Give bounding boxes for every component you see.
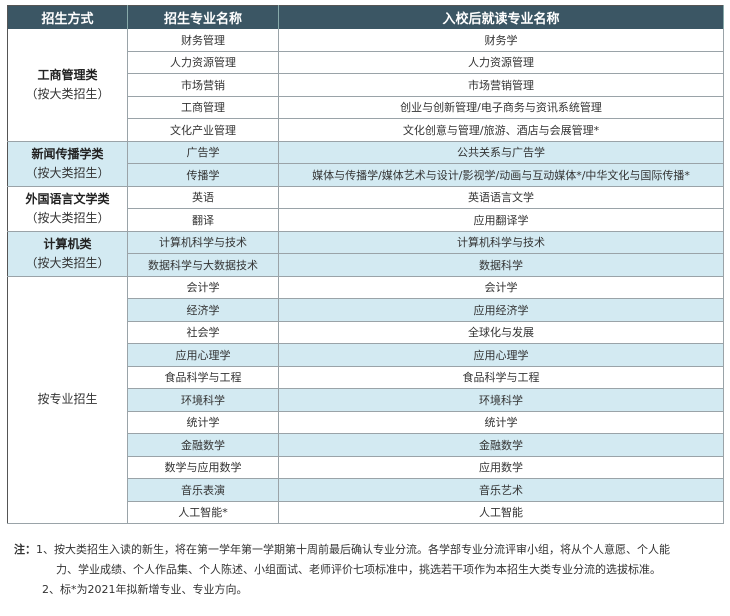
admission-major-cell: 传播学 — [127, 163, 279, 187]
table-row: 翻译 应用翻译学 — [8, 208, 724, 232]
admission-major-cell: 市场营销 — [127, 73, 279, 97]
admission-major-cell: 工商管理 — [127, 96, 279, 119]
admission-group-cell: 新闻传播学类 （按大类招生） — [7, 141, 128, 187]
table-row: 人力资源管理 人力资源管理 — [8, 51, 724, 74]
table-header: 招生方式 招生专业名称 入校后就读专业名称 — [7, 5, 724, 29]
admission-group-cell: 计算机类 （按大类招生） — [7, 231, 128, 277]
enrolled-major-cell: 文化创意与管理/旅游、酒店与会展管理* — [278, 118, 724, 142]
table-row: 工商管理类 （按大类招生） 财务管理 财务学 — [7, 29, 724, 142]
admission-group-cell: 外国语言文学类 （按大类招生） — [7, 186, 128, 232]
enrolled-major-cell: 会计学 — [278, 276, 724, 299]
admission-major-cell: 金融数学 — [127, 433, 279, 457]
admission-major-cell: 音乐表演 — [127, 478, 279, 502]
group-mode: （按大类招生） — [25, 255, 110, 270]
notes-label: 注： — [14, 543, 36, 556]
admission-major-cell: 经济学 — [127, 298, 279, 322]
group-mode: （按大类招生） — [25, 165, 110, 180]
admission-major-cell: 英语 — [127, 186, 279, 209]
admission-major-cell: 会计学 — [127, 276, 279, 299]
enrolled-major-cell: 计算机科学与技术 — [278, 231, 724, 254]
admission-group-cell: 工商管理类 （按大类招生） — [7, 29, 128, 142]
enrolled-major-cell: 财务学 — [278, 29, 724, 52]
table-row: 音乐表演 音乐艺术 — [8, 478, 724, 502]
group-mode: （按大类招生） — [25, 210, 110, 225]
admission-major-cell: 计算机科学与技术 — [127, 231, 279, 254]
admission-major-cell: 翻译 — [127, 208, 279, 232]
table-row: 传播学 媒体与传播学/媒体艺术与设计/影视学/动画与互动媒体*/中华文化与国际传播… — [8, 163, 724, 187]
group-name: 计算机类 — [43, 236, 92, 251]
note-1: 1、按大类招生入读的新生，将在第一学年第一学期第十周前最后确认专业分流。各学部专… — [36, 543, 670, 556]
group-mode: （按大类招生） — [25, 86, 110, 101]
admission-major-cell: 数据科学与大数据技术 — [127, 253, 279, 277]
enrolled-major-cell: 食品科学与工程 — [278, 366, 724, 389]
admission-major-cell: 统计学 — [127, 411, 279, 434]
enrolled-major-cell: 市场营销管理 — [278, 73, 724, 97]
table-row: 计算机类 （按大类招生） 计算机科学与技术 计算机科学与技术 — [7, 231, 724, 277]
enrolled-major-cell: 人工智能 — [278, 501, 724, 524]
header-admission-mode: 招生方式 — [7, 5, 128, 29]
table-row: 统计学 统计学 — [8, 411, 724, 434]
table-row: 新闻传播学类 （按大类招生） 广告学 公共关系与广告学 — [7, 141, 724, 187]
enrolled-major-cell: 应用心理学 — [278, 343, 724, 367]
enrolled-major-cell: 音乐艺术 — [278, 478, 724, 502]
major-table: 招生方式 招生专业名称 入校后就读专业名称 工商管理类 （按大类招生） 财务管理 财务… — [7, 5, 724, 524]
table-row: 经济学 应用经济学 — [8, 298, 724, 322]
enrolled-major-cell: 人力资源管理 — [278, 51, 724, 74]
header-admission-major: 招生专业名称 — [127, 5, 279, 29]
table-row: 环境科学 环境科学 — [8, 388, 724, 412]
notes: 注：1、按大类招生入读的新生，将在第一学年第一学期第十周前最后确认专业分流。各学… — [14, 540, 670, 600]
table-row: 食品科学与工程 食品科学与工程 — [8, 366, 724, 389]
group-name: 外国语言文学类 — [25, 191, 110, 206]
table-row: 按专业招生 会计学 会计学 — [7, 276, 724, 524]
admission-major-cell: 应用心理学 — [127, 343, 279, 367]
enrolled-major-cell: 创业与创新管理/电子商务与资讯系统管理 — [278, 96, 724, 119]
note-2: 2、标*为2021年拟新增专业、专业方向。 — [42, 583, 248, 596]
enrolled-major-cell: 应用数学 — [278, 456, 724, 479]
admission-major-cell: 人工智能* — [127, 501, 279, 524]
admission-group-cell: 按专业招生 — [7, 276, 128, 524]
admission-major-cell: 人力资源管理 — [127, 51, 279, 74]
admission-major-cell: 食品科学与工程 — [127, 366, 279, 389]
table-row: 文化产业管理 文化创意与管理/旅游、酒店与会展管理* — [8, 118, 724, 142]
enrolled-major-cell: 公共关系与广告学 — [278, 141, 724, 164]
group-name: 工商管理类 — [37, 67, 98, 82]
enrolled-major-cell: 媒体与传播学/媒体艺术与设计/影视学/动画与互动媒体*/中华文化与国际传播* — [278, 163, 724, 187]
group-mode: 按专业招生 — [37, 392, 98, 407]
admission-major-cell: 广告学 — [127, 141, 279, 164]
enrolled-major-cell: 金融数学 — [278, 433, 724, 457]
enrolled-major-cell: 统计学 — [278, 411, 724, 434]
group-name: 新闻传播学类 — [31, 146, 104, 161]
admission-major-cell: 社会学 — [127, 321, 279, 344]
admission-major-cell: 环境科学 — [127, 388, 279, 412]
table-row: 人工智能* 人工智能 — [8, 501, 724, 524]
enrolled-major-cell: 环境科学 — [278, 388, 724, 412]
table-row: 工商管理 创业与创新管理/电子商务与资讯系统管理 — [8, 96, 724, 119]
table-row: 金融数学 金融数学 — [8, 433, 724, 457]
table-row: 市场营销 市场营销管理 — [8, 73, 724, 97]
table-row: 数据科学与大数据技术 数据科学 — [8, 253, 724, 277]
table-row: 数学与应用数学 应用数学 — [8, 456, 724, 479]
header-enrolled-major: 入校后就读专业名称 — [278, 5, 724, 29]
note-1-cont: 力、学业成绩、个人作品集、个人陈述、小组面试、老师评价七项标准中，挑选若干项作为… — [56, 563, 661, 576]
table-row: 应用心理学 应用心理学 — [8, 343, 724, 367]
table-row: 外国语言文学类 （按大类招生） 英语 英语语言文学 — [7, 186, 724, 232]
table-row: 社会学 全球化与发展 — [8, 321, 724, 344]
enrolled-major-cell: 应用经济学 — [278, 298, 724, 322]
enrolled-major-cell: 全球化与发展 — [278, 321, 724, 344]
admission-major-cell: 数学与应用数学 — [127, 456, 279, 479]
enrolled-major-cell: 应用翻译学 — [278, 208, 724, 232]
admission-major-cell: 财务管理 — [127, 29, 279, 52]
enrolled-major-cell: 数据科学 — [278, 253, 724, 277]
enrolled-major-cell: 英语语言文学 — [278, 186, 724, 209]
admission-major-cell: 文化产业管理 — [127, 118, 279, 142]
